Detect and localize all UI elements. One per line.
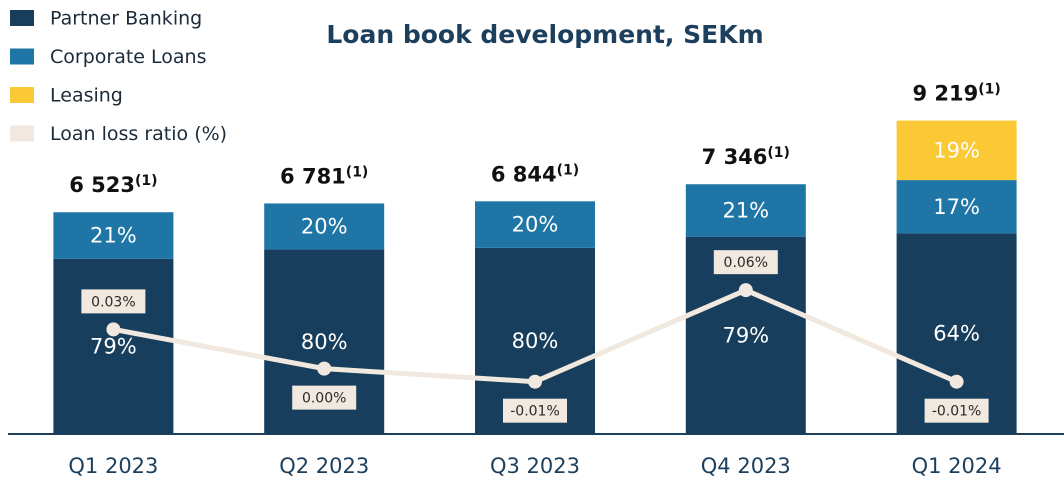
segment-label: 79%: [722, 323, 769, 347]
legend-label: Leasing: [50, 85, 123, 107]
x-tick-label: Q1 2024: [912, 454, 1002, 478]
loss-ratio-point: [949, 374, 964, 389]
total-note: (1): [978, 82, 1001, 98]
segment-label: 64%: [933, 322, 980, 346]
total-note: (1): [557, 162, 580, 178]
segment-label: 79%: [90, 334, 137, 358]
total-note: (1): [346, 164, 369, 180]
legend-swatch: [10, 87, 34, 103]
x-tick-label: Q3 2023: [490, 454, 580, 478]
total-value: 6 523: [69, 173, 135, 197]
legend-label: Partner Banking: [50, 8, 202, 30]
x-tick-label: Q4 2023: [701, 454, 791, 478]
total-value: 6 844: [491, 162, 557, 186]
loss-ratio-label: 0.06%: [724, 255, 768, 271]
loss-ratio-label-box: [924, 398, 989, 423]
loss-ratio-point: [738, 283, 753, 298]
loss-ratio-label-box: [503, 398, 567, 423]
legend-swatch: [10, 48, 34, 65]
segment-label: 21%: [722, 198, 769, 222]
total-note: (1): [135, 173, 158, 189]
segment-label: 17%: [933, 195, 980, 219]
x-tick-label: Q1 2023: [68, 454, 158, 478]
total-label: 7 346(1): [702, 145, 790, 169]
segment-label: 80%: [301, 330, 348, 354]
total-note: (1): [767, 145, 790, 161]
total-label: 6 523(1): [69, 173, 157, 197]
line-layer: 0.03% 0.00% -0.01% 0.06% -0.01%: [81, 250, 989, 423]
bar-segment: [475, 201, 595, 248]
loss-ratio-label-box: [713, 250, 778, 275]
loss-ratio-label-box: [292, 385, 357, 410]
segment-label: 20%: [301, 215, 348, 239]
total-value: 9 219: [912, 82, 978, 106]
bar-segment: [53, 258, 174, 434]
loss-ratio-label: 0.00%: [302, 391, 346, 407]
legend-swatch: [10, 10, 34, 26]
loss-ratio-label: 0.03%: [91, 294, 135, 310]
segment-label: 80%: [512, 329, 559, 353]
loss-ratio-label: -0.01%: [510, 404, 560, 420]
loss-ratio-label-box: [81, 289, 146, 314]
legend-label: Corporate Loans: [50, 46, 206, 68]
segment-label: 20%: [512, 213, 559, 237]
bar-segment: [896, 120, 1017, 181]
loss-ratio-point: [317, 361, 332, 376]
total-value: 7 346: [702, 145, 768, 169]
total-label: 6 781(1): [280, 164, 368, 188]
loss-ratio-label: -0.01%: [932, 404, 982, 420]
segment-label: 19%: [933, 138, 980, 162]
loss-ratio-point: [528, 374, 542, 389]
bar-segment: [685, 184, 806, 237]
legend-label: Loan loss ratio (%): [50, 123, 227, 145]
bar-segment: [264, 203, 385, 250]
x-tick-label: Q2 2023: [279, 454, 369, 478]
legend-swatch: [10, 125, 34, 142]
segment-label: 21%: [90, 224, 137, 248]
bar-segment: [896, 180, 1017, 234]
total-value: 6 781: [280, 164, 346, 188]
total-label: 9 219(1): [912, 82, 1000, 106]
bar-segment: [53, 212, 174, 259]
legend: Partner Banking Corporate Loans Leasing Loa…: [10, 8, 227, 145]
total-label: 6 844(1): [491, 162, 579, 186]
loss-ratio-point: [106, 322, 121, 337]
chart-title: Loan book development, SEKm: [326, 20, 763, 49]
